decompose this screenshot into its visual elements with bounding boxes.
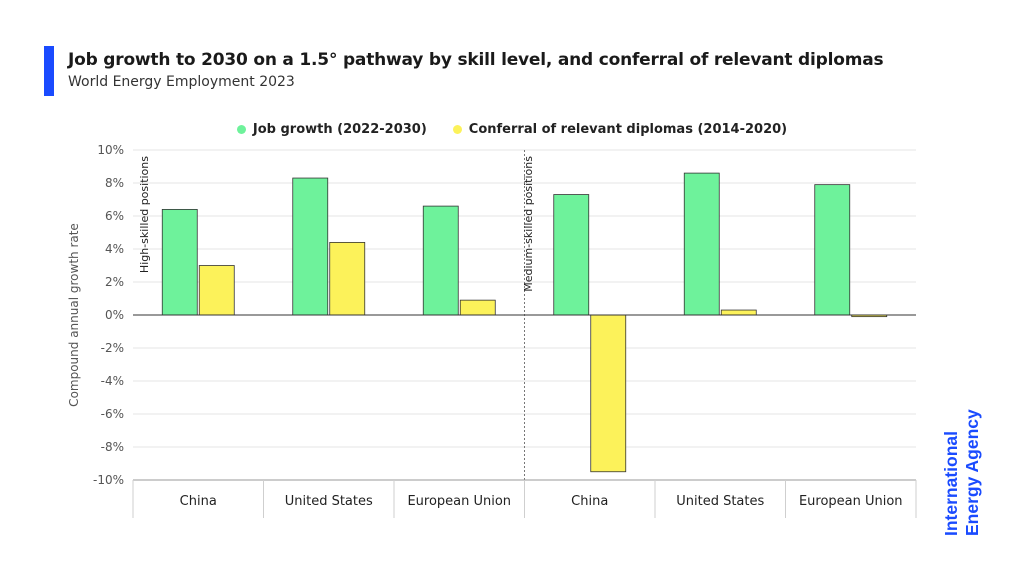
x-tick-label: European Union [799, 494, 903, 509]
logo-line-1: International [941, 431, 961, 536]
y-tick-label: -4% [101, 374, 124, 388]
bar-job-growth [553, 194, 590, 316]
y-tick-label: 10% [97, 143, 124, 157]
legend-swatch-job-growth [236, 125, 246, 134]
y-tick-label: -2% [101, 341, 124, 355]
chart-subtitle: World Energy Employment 2023 [68, 74, 295, 90]
legend-swatch-diplomas [452, 125, 462, 134]
y-tick-label: -10% [93, 473, 124, 487]
bar-diplomas [590, 314, 627, 473]
legend-item-diplomas: Conferral of relevant diplomas (2014-202… [452, 122, 788, 137]
iea-logo: International Energy Agency [941, 409, 982, 536]
chart-title: Job growth to 2030 on a 1.5° pathway by … [68, 50, 884, 70]
y-tick-label: -8% [101, 440, 124, 454]
y-tick-label: 8% [105, 176, 124, 190]
x-tick-label: United States [676, 494, 764, 509]
bar-diplomas [198, 265, 235, 316]
legend-label-diplomas: Conferral of relevant diplomas (2014-202… [468, 122, 788, 137]
y-tick-label: 2% [105, 275, 124, 289]
bar-diplomas [720, 309, 757, 316]
y-tick-label: -6% [101, 407, 124, 421]
x-tick-label: European Union [407, 494, 511, 509]
x-tick-label: China [180, 494, 217, 509]
y-tick-label: 6% [105, 209, 124, 223]
x-tick-label: United States [285, 494, 373, 509]
legend-label-job-growth: Job growth (2022-2030) [252, 122, 427, 137]
bar-job-growth [422, 205, 459, 316]
bar-job-growth [814, 184, 851, 316]
bar-job-growth [161, 208, 198, 316]
title-accent-bar [44, 46, 54, 96]
logo-line-2: Energy Agency [962, 409, 982, 536]
bar-diplomas [459, 299, 496, 316]
y-tick-label: 0% [105, 308, 124, 322]
x-tick-label: China [571, 494, 608, 509]
bar-job-growth [683, 172, 720, 316]
legend-item-job-growth: Job growth (2022-2030) [236, 122, 427, 137]
group-label: High-skilled positions [138, 156, 151, 273]
bar-job-growth [292, 177, 329, 316]
y-axis-title: Compound annual growth rate [67, 223, 81, 407]
group-label: Medium-skilled positions [522, 156, 535, 292]
y-tick-label: 4% [105, 242, 124, 256]
legend: Job growth (2022-2030) Conferral of rele… [0, 122, 1024, 137]
bar-diplomas [329, 241, 366, 316]
